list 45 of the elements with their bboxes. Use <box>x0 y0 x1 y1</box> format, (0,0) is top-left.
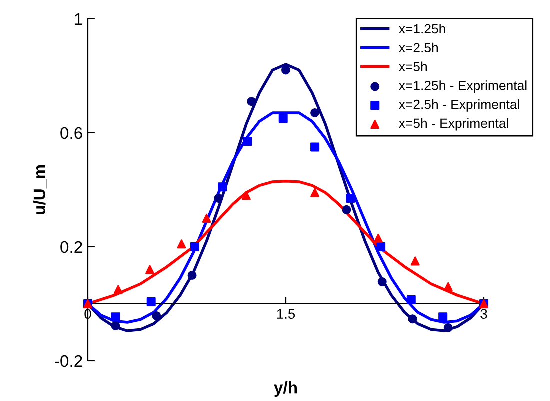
point <box>282 66 290 75</box>
legend-label: x=1.25h <box>399 24 446 34</box>
point <box>243 136 252 146</box>
point <box>378 278 387 287</box>
point <box>310 188 320 198</box>
point <box>114 285 123 294</box>
point <box>242 191 251 200</box>
point <box>376 242 386 252</box>
legend-label: x=2.5h <box>399 42 438 53</box>
point <box>410 256 420 266</box>
point <box>190 242 200 252</box>
legend-label: x=2.5h - Exprimental <box>399 100 520 112</box>
point <box>374 234 383 243</box>
point <box>438 312 448 322</box>
y-tick-label: -0.2 <box>55 355 82 368</box>
point <box>310 108 320 118</box>
point <box>444 282 453 292</box>
point <box>346 194 356 204</box>
legend-label: x=5h <box>399 62 427 72</box>
point <box>278 114 288 124</box>
point <box>218 182 228 192</box>
point <box>406 295 416 304</box>
point <box>247 97 256 106</box>
y-axis-title: u/U_m <box>33 166 48 214</box>
point <box>111 312 120 322</box>
point <box>152 311 162 320</box>
y-tick-label: 1 <box>75 14 82 25</box>
x-axis-title: y/h <box>274 382 298 398</box>
point <box>146 297 156 306</box>
x-tick-label: 3 <box>480 309 488 320</box>
x-tick-label: 1.5 <box>277 309 296 320</box>
point <box>342 205 352 214</box>
point <box>188 270 197 280</box>
y-tick-label: 0.2 <box>60 241 82 254</box>
point <box>310 142 320 152</box>
point <box>202 214 212 223</box>
point <box>408 314 418 324</box>
legend-label: x=5h - Exprimental <box>399 118 508 131</box>
y-tick-label: 0.6 <box>60 127 82 140</box>
point <box>111 321 120 330</box>
point <box>146 265 155 274</box>
point <box>444 323 453 332</box>
point <box>214 194 224 204</box>
legend-label: x=1.25h - Exprimental <box>399 80 527 93</box>
point <box>177 240 186 249</box>
